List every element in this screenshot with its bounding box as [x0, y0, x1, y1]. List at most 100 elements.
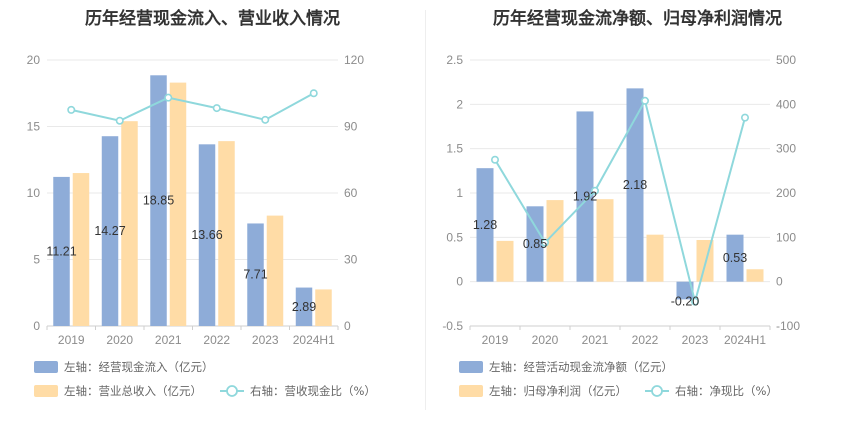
ratio-point — [491, 155, 500, 164]
bar-data-label: -0.20 — [671, 294, 700, 308]
y-right-tick-label: -100 — [776, 319, 800, 333]
x-tick-label: 2022 — [203, 333, 230, 347]
ratio-point — [309, 89, 318, 98]
legend-label: 右轴：净现比（%） — [675, 384, 778, 398]
bar-secondary — [546, 200, 564, 282]
ratio-point — [115, 116, 124, 125]
y-right-tick-label: 100 — [776, 230, 796, 244]
y-right-tick-label: 120 — [344, 53, 364, 67]
y-left-tick-label: 1 — [456, 186, 463, 200]
bar-primary — [576, 111, 594, 282]
bar-data-label: 11.21 — [46, 244, 76, 258]
x-tick-label: 2022 — [632, 333, 659, 347]
bar-primary — [476, 168, 494, 282]
y-right-tick-label: 500 — [776, 53, 796, 67]
bar-secondary — [646, 234, 664, 282]
chart-title: 历年经营现金流入、营业收入情况 — [85, 9, 340, 29]
ratio-point — [690, 297, 699, 306]
y-left-tick-label: 10 — [27, 186, 41, 200]
legend-label: 右轴：营收现金比（%） — [250, 384, 376, 398]
legend-swatch — [459, 385, 483, 397]
x-tick-label: 2020 — [532, 333, 559, 347]
panel-divider — [425, 10, 426, 410]
y-right-tick-label: 300 — [776, 142, 796, 156]
y-left-tick-label: 15 — [27, 120, 41, 134]
bar-secondary — [218, 141, 235, 326]
x-tick-label: 2021 — [582, 333, 609, 347]
ratio-line — [71, 92, 315, 122]
bar-primary — [247, 223, 264, 326]
y-left-tick-label: 0 — [456, 275, 463, 289]
ratio-point — [641, 96, 650, 105]
bar-primary — [101, 136, 119, 326]
chart-panel-net-cash-profit: -0.5 0 0.5 1 1.5 2 2.5 -100 0 100 200 300 400 500 2019… — [425, 0, 850, 437]
y-right-tick-label: 60 — [344, 186, 358, 200]
x-tick-label: 2019 — [58, 333, 85, 347]
x-tick-label: 2023 — [682, 333, 709, 347]
y-right-tick-label: 200 — [776, 186, 796, 200]
bar-primary — [198, 144, 216, 326]
chart-title: 历年经营现金流净额、归母净利润情况 — [493, 9, 782, 29]
x-tick-label: 2020 — [106, 333, 133, 347]
chart-net-cash-profit: -0.5 0 0.5 1 1.5 2 2.5 -100 0 100 200 300 400 500 2019… — [442, 53, 800, 398]
ratio-point — [164, 93, 173, 102]
x-tick-label: 2019 — [482, 333, 509, 347]
bar-data-label: 14.27 — [94, 224, 125, 238]
bar-secondary — [266, 215, 284, 326]
legend-label: 左轴：归母净利润（亿元） — [489, 384, 627, 398]
bar-secondary — [496, 240, 514, 282]
ratio-point — [591, 186, 600, 195]
bar-data-label: 2.18 — [623, 178, 647, 192]
y-right-tick-label: 400 — [776, 97, 796, 111]
bar-secondary — [72, 173, 90, 326]
bar-secondary — [169, 82, 187, 326]
y-right-tick-label: 0 — [776, 275, 783, 289]
ratio-line — [494, 98, 746, 306]
legend-label: 左轴：经营活动现金流净额（亿元） — [489, 360, 673, 374]
bar-primary — [526, 206, 544, 282]
x-tick-label: 2024H1 — [724, 333, 766, 347]
x-tick-label: 2021 — [155, 333, 182, 347]
y-right-tick-label: 0 — [344, 319, 351, 333]
y-left-tick-label: 1.5 — [446, 142, 463, 156]
legend-label: 左轴：营业总收入（亿元） — [64, 384, 202, 398]
bar-secondary — [596, 199, 614, 282]
bar-primary — [53, 176, 70, 326]
bar-secondary — [121, 121, 138, 327]
bar-data-label: 0.85 — [523, 237, 547, 251]
bar-secondary — [315, 289, 332, 326]
legend-swatch — [34, 361, 58, 373]
y-right-tick-label: 90 — [344, 120, 358, 134]
y-left-tick-label: 5 — [33, 253, 40, 267]
y-left-tick-label: -0.5 — [442, 319, 463, 333]
bar-data-label: 18.85 — [143, 194, 174, 208]
bar-primary — [295, 287, 313, 326]
bar-data-label: 13.66 — [191, 228, 222, 242]
bar-primary — [726, 234, 744, 282]
y-left-tick-label: 0.5 — [446, 230, 463, 244]
y-left-tick-label: 2 — [456, 97, 463, 111]
legend-line-marker — [651, 385, 663, 397]
x-tick-label: 2024H1 — [293, 333, 335, 347]
chart-panel-cash-inflow-revenue: 0 5 10 15 20 0 30 60 90 120 2019 2020 2021 2022 2023 20… — [27, 9, 376, 398]
y-left-tick-label: 20 — [27, 53, 41, 67]
ratio-point — [740, 113, 749, 122]
bar-data-label: 7.71 — [243, 268, 267, 282]
legend-swatch — [459, 361, 483, 373]
bar-primary — [676, 281, 694, 300]
y-left-tick-label: 2.5 — [446, 53, 463, 67]
bar-data-label: 0.53 — [723, 251, 747, 265]
ratio-point — [67, 105, 76, 114]
ratio-point — [212, 104, 221, 113]
legend-swatch — [34, 385, 58, 397]
bar-data-label: 1.28 — [473, 218, 497, 232]
bar-secondary — [746, 269, 764, 282]
y-left-tick-label: 0 — [33, 319, 40, 333]
bar-data-label: 1.92 — [573, 190, 597, 204]
ratio-point — [261, 115, 270, 124]
x-tick-label: 2023 — [252, 333, 279, 347]
legend-line-marker — [226, 385, 238, 397]
bar-primary — [626, 88, 644, 282]
chart-cash-inflow-revenue: 0 5 10 15 20 0 30 60 90 120 2019 2020 2021 2022 2023 20… — [27, 53, 376, 398]
